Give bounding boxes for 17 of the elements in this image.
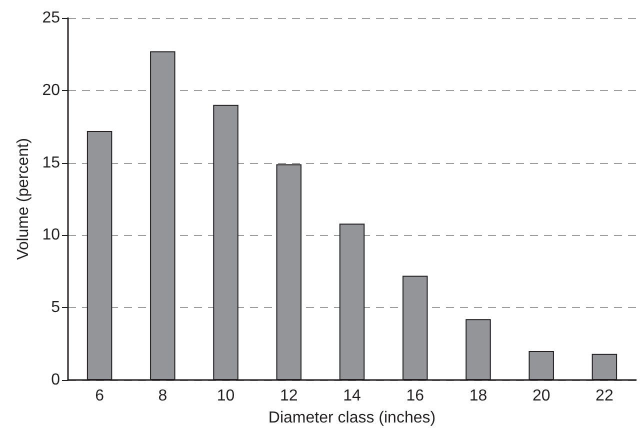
x-tick-label: 22 [596,388,614,404]
x-tick-label: 20 [532,388,550,404]
x-tick-label: 16 [406,388,424,404]
x-tick-label: 8 [158,388,168,404]
x-axis-title: Diameter class (inches) [268,410,436,426]
y-tick-label: 20 [42,82,60,99]
x-tick-label: 12 [280,388,298,404]
y-tick-label: 5 [51,299,60,316]
x-tick-label: 18 [469,388,488,404]
y-tick-label: 10 [42,226,60,244]
x-tick-label: 14 [343,388,361,404]
x-tick-label: 6 [95,388,104,404]
x-tick-label: 10 [216,388,235,404]
y-axis-title: Volume (percent) [14,138,32,260]
y-tick-label: 0 [51,372,60,388]
y-tick-label: 25 [42,10,60,26]
y-tick-label: 15 [42,154,60,172]
